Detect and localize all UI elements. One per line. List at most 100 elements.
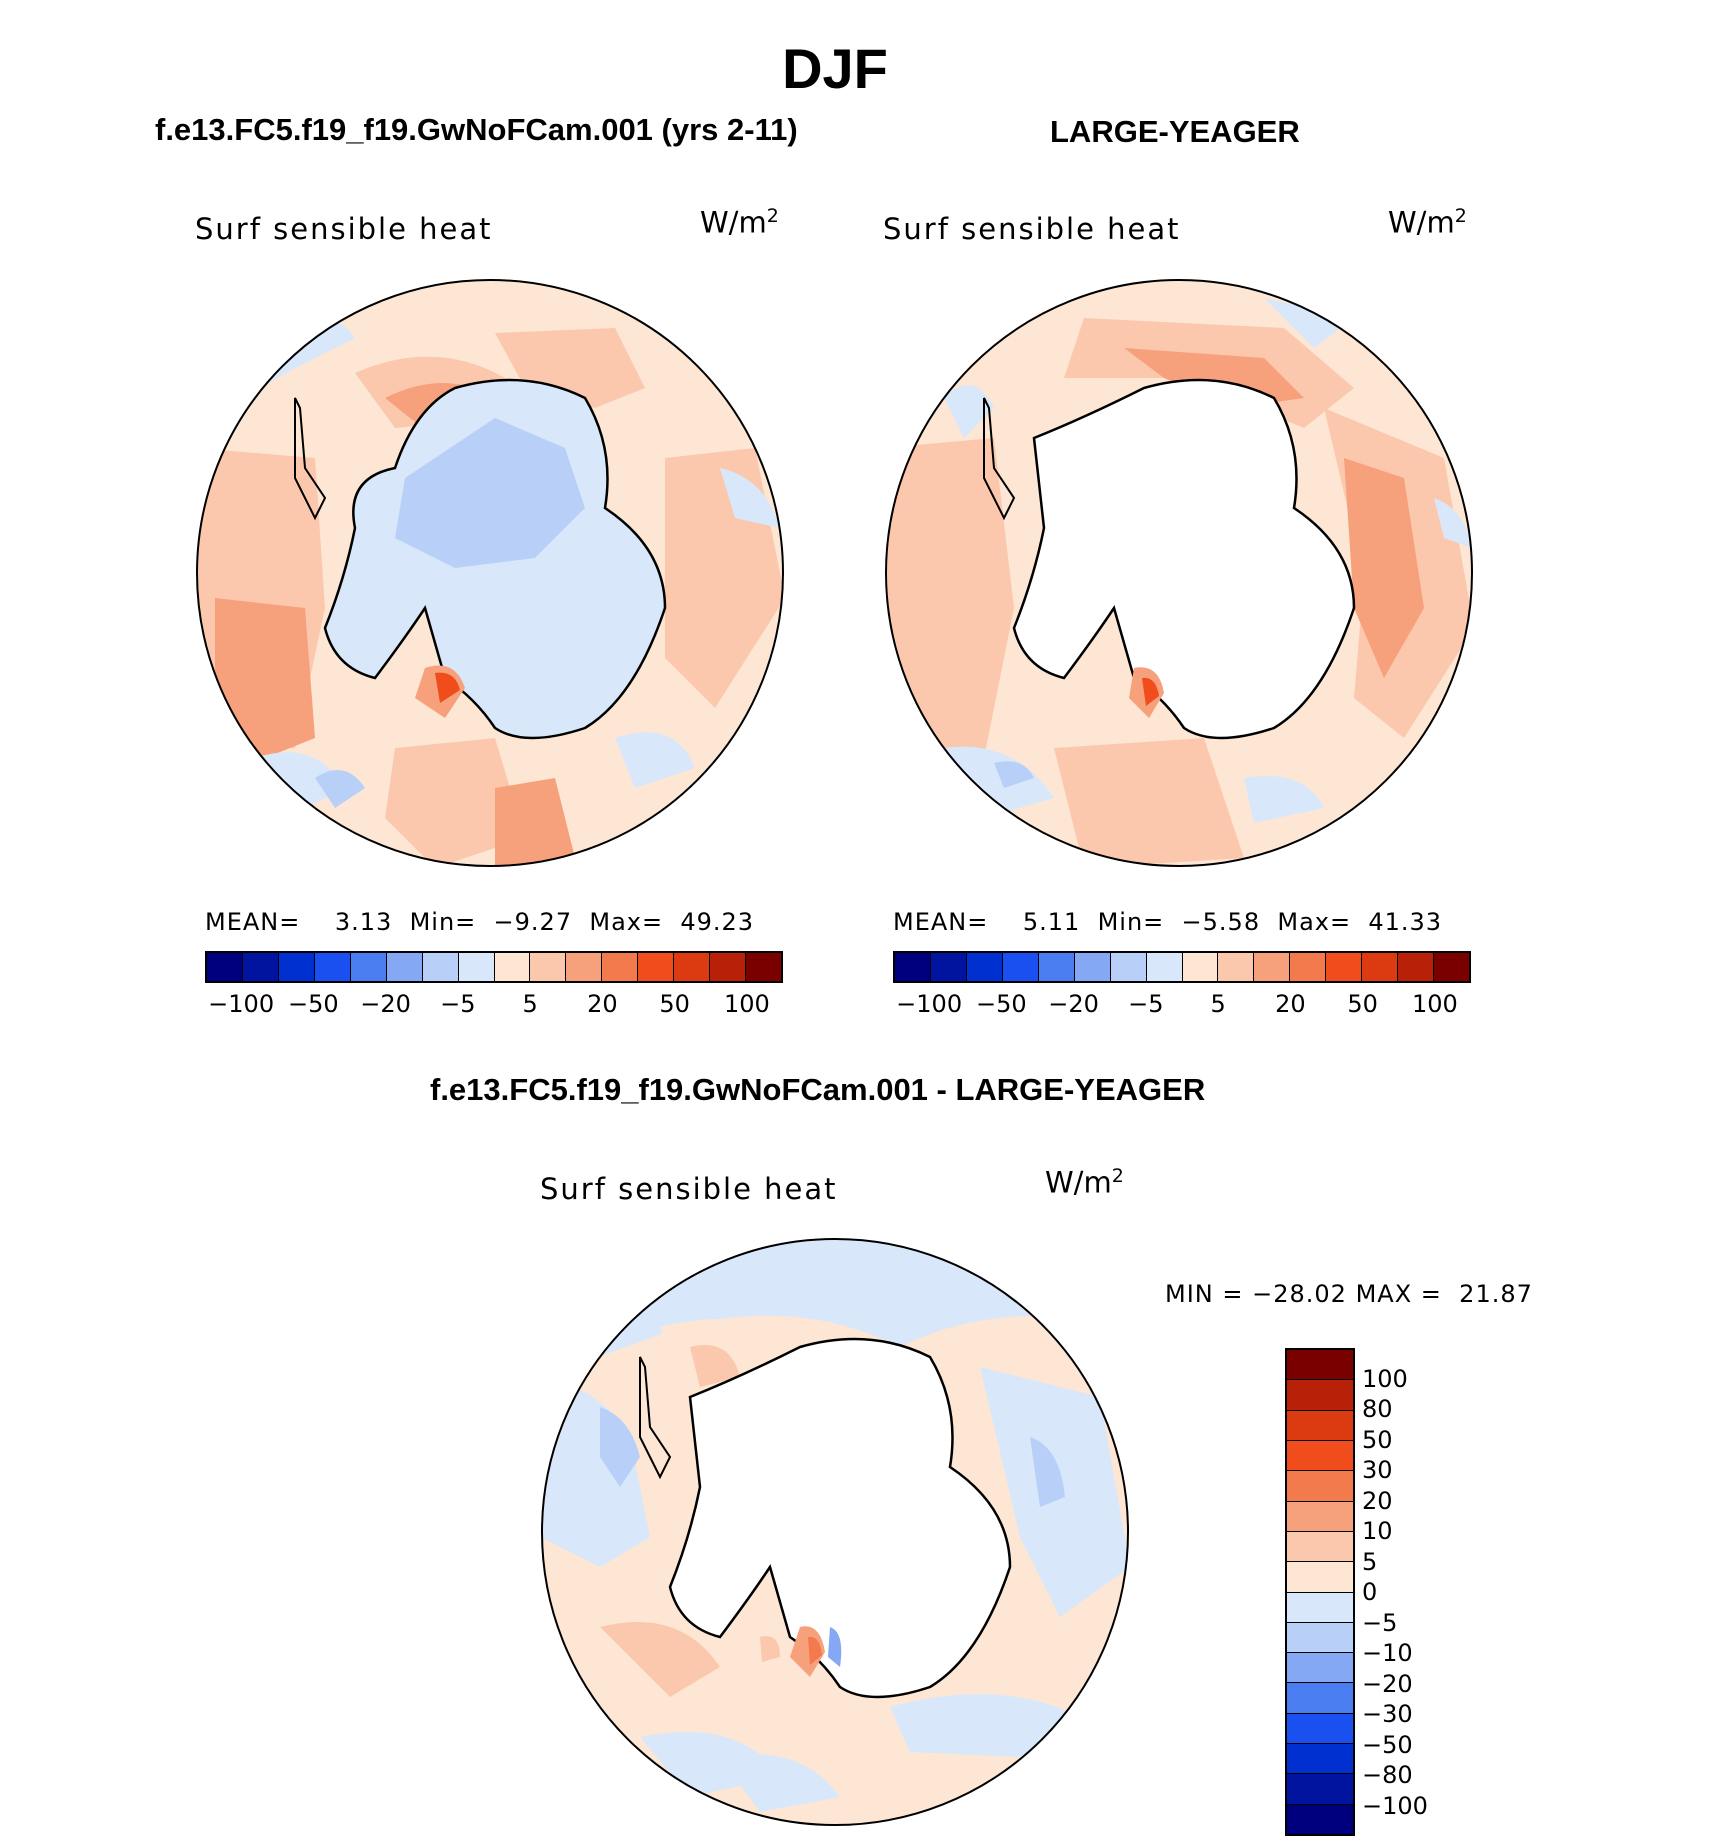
panel1-colorbar-ticks: −100 −50 −20 −5 5 20 50 100: [205, 990, 783, 1020]
colorbar-tick-label: 100: [1362, 1364, 1408, 1393]
panel3-polar-map: [541, 1238, 1129, 1826]
colorbar-tick-label: 50: [1362, 1425, 1393, 1454]
panel2-colorbar-ticks: −100 −50 −20 −5 5 20 50 100: [893, 990, 1471, 1020]
colorbar-swatch: [350, 953, 387, 981]
colorbar-swatch: [1287, 1440, 1353, 1472]
colorbar-tick-label: −5: [440, 990, 476, 1018]
colorbar-swatch: [1110, 953, 1147, 981]
colorbar-swatch: [1287, 1653, 1353, 1684]
colorbar-tick-label: 0: [1362, 1578, 1378, 1606]
colorbar-tick-label: −100: [1362, 1791, 1428, 1820]
colorbar-swatch: [1287, 1774, 1353, 1805]
colorbar-swatch: [1287, 1410, 1353, 1441]
colorbar-tick-label: 10: [1362, 1517, 1393, 1545]
colorbar-swatch: [895, 953, 931, 981]
panel3-antarctica: [668, 1337, 1012, 1699]
colorbar-tick-label: −5: [1362, 1608, 1398, 1637]
colorbar-swatch: [746, 953, 781, 981]
colorbar-swatch: [494, 953, 531, 981]
colorbar-tick-label: −100: [208, 990, 275, 1018]
colorbar-swatch: [1290, 953, 1327, 981]
colorbar-swatch: [1038, 953, 1075, 981]
colorbar-tick-label: 20: [1362, 1486, 1393, 1515]
colorbar-tick-label: 80: [1362, 1395, 1393, 1423]
colorbar-tick-label: 100: [723, 990, 770, 1018]
panel3-units: W/m2: [1045, 1165, 1124, 1200]
panel3-colorbar-ticks: 100 80 50 30 20 10 5 0 −5 −10 −20 −30 −50 −80 −100: [1362, 1348, 1442, 1836]
colorbar-swatch: [1287, 1501, 1353, 1532]
panel1-stats: MEAN= 3.13 Min= −9.27 Max= 49.23: [205, 908, 755, 936]
colorbar-swatch: [422, 953, 459, 981]
colorbar-tick-label: 5: [1362, 1547, 1378, 1576]
colorbar-tick-label: 50: [659, 990, 690, 1018]
colorbar-swatch: [386, 953, 423, 981]
colorbar-swatch: [1326, 953, 1363, 981]
colorbar-swatch: [930, 953, 967, 981]
colorbar-swatch: [966, 953, 1003, 981]
colorbar-swatch: [1074, 953, 1111, 981]
panel3-map-border: [541, 1238, 1129, 1826]
colorbar-tick-label: −50: [288, 990, 339, 1018]
panel1-units: W/m2: [700, 205, 779, 240]
panel3-case-title: f.e13.FC5.f19_f19.GwNoFCam.001 - LARGE-Y…: [430, 1072, 1206, 1107]
colorbar-tick-label: −30: [1362, 1700, 1413, 1728]
colorbar-swatch: [1146, 953, 1183, 981]
colorbar-swatch: [1398, 953, 1435, 981]
colorbar-tick-label: −20: [1362, 1669, 1413, 1698]
colorbar-swatch: [207, 953, 243, 981]
colorbar-swatch: [1362, 953, 1399, 981]
panel2-map-border: [885, 279, 1473, 867]
colorbar-swatch: [278, 953, 315, 981]
panel2-variable-label: Surf sensible heat: [883, 212, 1181, 246]
colorbar-swatch: [1287, 1804, 1353, 1834]
colorbar-tick-label: 50: [1347, 990, 1378, 1018]
colorbar-swatch: [1182, 953, 1219, 981]
panel3-minmax: MIN = −28.02 MAX = 21.87: [1165, 1280, 1533, 1308]
colorbar-swatch: [1002, 953, 1039, 981]
colorbar-tick-label: −5: [1128, 990, 1164, 1018]
colorbar-tick-label: −50: [1362, 1730, 1413, 1759]
colorbar-swatch: [638, 953, 675, 981]
colorbar-swatch: [1287, 1713, 1353, 1745]
colorbar-swatch: [458, 953, 495, 981]
colorbar-tick-label: −20: [360, 990, 411, 1018]
main-title: DJF: [782, 37, 888, 100]
panel2-case-title: LARGE-YEAGER: [1050, 114, 1300, 149]
colorbar-swatch: [566, 953, 603, 981]
panel3-colorbar: [1285, 1348, 1355, 1836]
colorbar-swatch: [1287, 1744, 1353, 1775]
colorbar-swatch: [530, 953, 567, 981]
colorbar-swatch: [602, 953, 639, 981]
colorbar-swatch: [1287, 1592, 1353, 1623]
colorbar-tick-label: 5: [522, 990, 538, 1018]
colorbar-tick-label: 100: [1411, 990, 1458, 1018]
colorbar-swatch: [1287, 1683, 1353, 1714]
colorbar-swatch: [1287, 1380, 1353, 1411]
colorbar-swatch: [710, 953, 747, 981]
colorbar-tick-label: 20: [587, 990, 618, 1018]
panel2-units: W/m2: [1388, 205, 1467, 240]
colorbar-tick-label: 5: [1210, 990, 1226, 1018]
colorbar-swatch: [1254, 953, 1291, 981]
colorbar-swatch: [1287, 1622, 1353, 1654]
panel2-colorbar: [893, 951, 1471, 983]
panel2-polar-map: [885, 279, 1473, 867]
colorbar-tick-label: −100: [896, 990, 963, 1018]
panel1-polar-map: [196, 279, 784, 867]
colorbar-tick-label: −10: [1362, 1639, 1413, 1667]
panel1-variable-label: Surf sensible heat: [195, 212, 493, 246]
colorbar-swatch: [1287, 1471, 1353, 1502]
colorbar-swatch: [314, 953, 351, 981]
colorbar-swatch: [1287, 1562, 1353, 1593]
panel1-case-title: f.e13.FC5.f19_f19.GwNoFCam.001 (yrs 2-11…: [155, 112, 798, 147]
panel1-map-border: [196, 279, 784, 867]
colorbar-swatch: [674, 953, 711, 981]
panel2-antarctica: [1012, 378, 1356, 740]
colorbar-tick-label: 20: [1275, 990, 1306, 1018]
colorbar-tick-label: −80: [1362, 1761, 1413, 1789]
colorbar-swatch: [1218, 953, 1255, 981]
colorbar-swatch: [1434, 953, 1469, 981]
panel2-stats: MEAN= 5.11 Min= −5.58 Max= 41.33: [893, 908, 1443, 936]
colorbar-swatch: [1287, 1350, 1353, 1381]
panel3-variable-label: Surf sensible heat: [540, 1172, 838, 1206]
